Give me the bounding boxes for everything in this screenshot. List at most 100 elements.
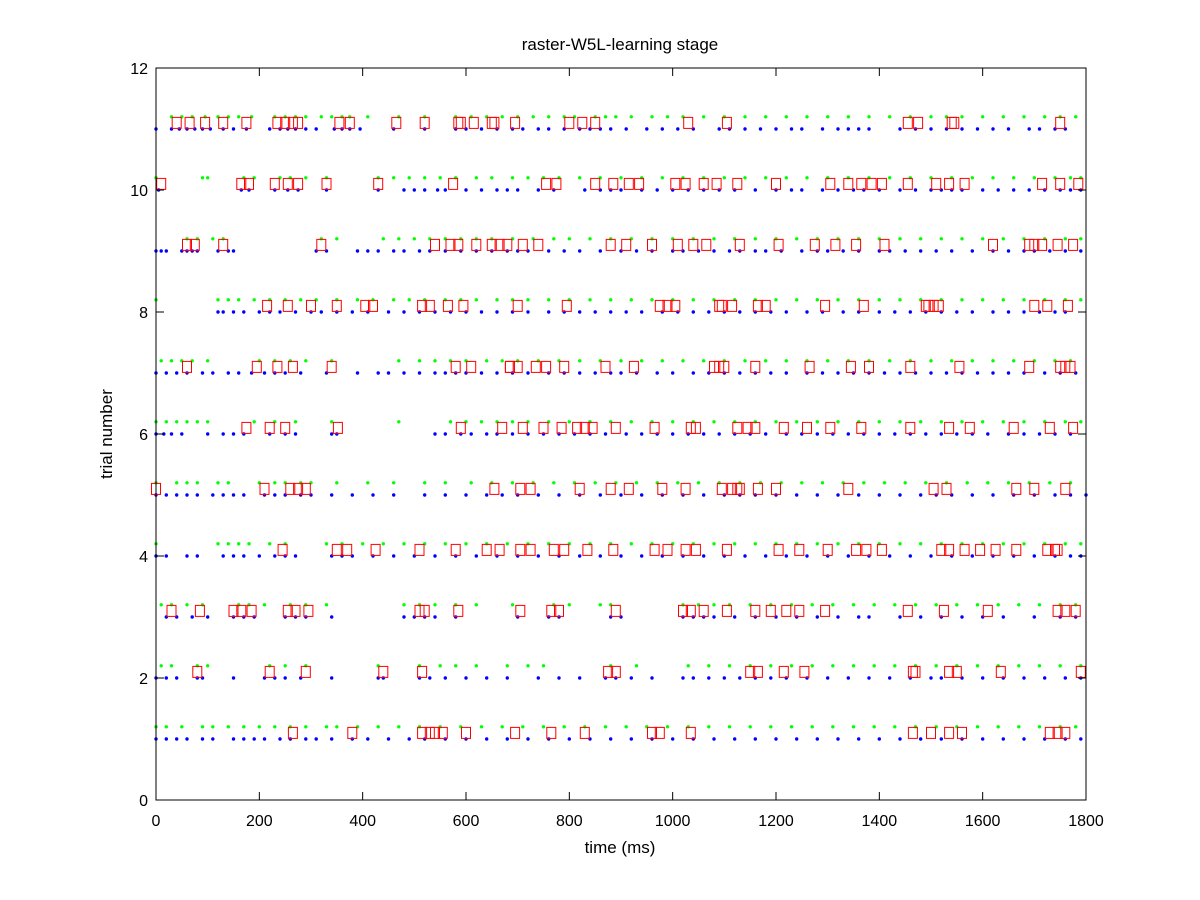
spike-dot (252, 298, 256, 302)
spike-dot (1063, 310, 1068, 314)
spike-dot (247, 603, 251, 607)
spike-dot (1048, 481, 1052, 485)
spike-square (515, 543, 526, 556)
spike-dot (1063, 298, 1068, 302)
spike-dot (717, 481, 721, 485)
spike-square (282, 604, 293, 617)
spike-dot (810, 603, 814, 607)
spike-square (218, 116, 229, 129)
spike-dot (743, 127, 747, 131)
spike-square (760, 299, 771, 312)
spike-square (166, 604, 177, 617)
spike-dot (474, 664, 478, 668)
spike-dot (355, 371, 360, 375)
spike-dot (268, 542, 272, 546)
spike-dot (888, 676, 892, 680)
spike-dot (521, 127, 525, 131)
spike-dot (1058, 615, 1062, 619)
spike-dot (733, 737, 737, 741)
spike-square (623, 177, 634, 190)
spike-dot (919, 420, 923, 424)
spike-dot (908, 176, 912, 180)
spike-dot (805, 115, 809, 119)
spike-dot (464, 737, 468, 741)
spike-dot (769, 664, 773, 668)
spike-dot (815, 542, 819, 546)
spike-dot (645, 127, 649, 131)
spike-dot (330, 420, 334, 424)
spike-dot (857, 298, 861, 302)
spike-dot (1037, 432, 1042, 436)
x-axis-ticks: 0 200 400 600 800 1000 1200 1400 1600 1800 (152, 68, 1104, 830)
spike-dot (789, 725, 794, 729)
spike-dot (805, 310, 809, 314)
spike-dot (459, 298, 463, 302)
spike-dot (619, 493, 623, 497)
spike-dot (1074, 115, 1078, 119)
spike-dot (552, 237, 556, 241)
spike-dot (547, 249, 551, 253)
spike-dot (593, 310, 597, 314)
spike-square (391, 116, 402, 129)
spike-dot (195, 664, 199, 668)
spike-dot (358, 127, 362, 131)
spike-square (326, 360, 337, 373)
spike-dot (438, 664, 442, 668)
spike-dot (872, 664, 876, 668)
spike-square (771, 177, 781, 190)
spike-square (236, 604, 247, 617)
spike-square (734, 238, 745, 251)
spike-dot (526, 310, 530, 314)
y-tick-label: 4 (139, 549, 148, 566)
spike-dot (495, 188, 499, 192)
spike-square (504, 360, 515, 373)
spike-square (1055, 360, 1066, 373)
spike-square (688, 238, 699, 251)
spike-square (820, 604, 831, 617)
spike-dot (681, 176, 685, 180)
spike-dot (650, 115, 654, 119)
spike-square (951, 665, 962, 678)
spike-dot (423, 188, 427, 192)
spike-dot (960, 737, 964, 741)
spike-dot (820, 310, 825, 314)
spike-dot (815, 737, 819, 741)
spike-dot (557, 432, 561, 436)
spike-dot (836, 188, 840, 192)
spike-dot (1043, 188, 1047, 192)
spike-square (559, 543, 570, 556)
spike-square (721, 604, 732, 617)
spike-dot (846, 554, 850, 558)
spike-square (608, 543, 619, 556)
spike-dot (397, 115, 401, 119)
spike-dot (975, 725, 980, 729)
series-0 (154, 127, 1088, 741)
spike-dot (924, 432, 928, 436)
spike-dot (950, 359, 954, 363)
spike-dot (846, 432, 850, 436)
spike-dot (640, 432, 644, 436)
spike-square (419, 116, 430, 129)
spike-dot (423, 176, 427, 180)
spike-dot (877, 493, 881, 497)
spike-dot (1063, 249, 1068, 253)
spike-dot (836, 298, 840, 302)
spike-square (450, 360, 461, 373)
spike-dot (1032, 359, 1037, 363)
spike-dot (707, 725, 711, 729)
spike-square (709, 360, 719, 373)
spike-dot (578, 127, 582, 131)
spike-dot (836, 237, 840, 241)
spike-dot (960, 188, 964, 192)
spike-dot (634, 371, 639, 375)
spike-dot (296, 188, 300, 192)
spike-square (1011, 543, 1022, 556)
spike-dot (960, 371, 964, 375)
spike-dot (371, 554, 375, 558)
spike-dot (624, 725, 628, 729)
spike-dot (712, 420, 716, 424)
spike-dot (882, 481, 887, 485)
spike-dot (789, 127, 794, 131)
spike-square (685, 726, 696, 739)
spike-dot (412, 188, 416, 192)
